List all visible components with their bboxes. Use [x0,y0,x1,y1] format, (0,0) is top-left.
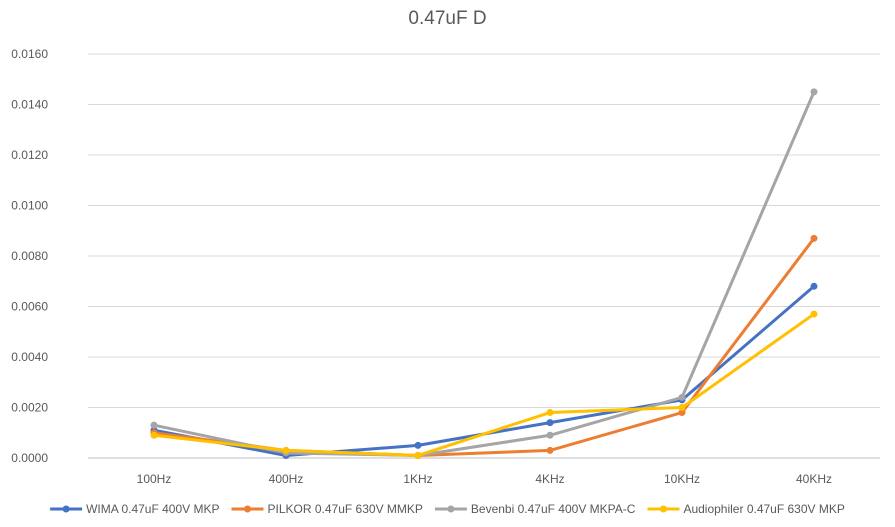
legend: WIMA 0.47uF 400V MKP PILKOR 0.47uF 630V M… [50,502,845,516]
legend-label: Audiophiler 0.47uF 630V MKP [683,502,844,516]
data-point [414,441,422,449]
data-point [678,393,686,401]
data-point [678,409,686,417]
y-tick-label: 0.0080 [11,249,48,263]
data-point [150,421,158,429]
x-tick-label: 400Hz [269,472,304,486]
legend-item: PILKOR 0.47uF 630V MMKP [231,502,423,516]
data-point [282,446,290,454]
data-point [546,419,554,427]
y-tick-label: 0.0020 [11,401,48,415]
legend-swatch-marker [447,505,455,513]
y-tick-label: 0.0060 [11,300,48,314]
y-tick-label: 0.0100 [11,199,48,213]
y-tick-label: 0.0160 [11,47,48,61]
series-4 [150,310,818,459]
legend-swatch-marker [244,505,252,513]
legend-swatch-marker [62,505,70,513]
y-tick-label: 0.0120 [11,148,48,162]
data-point [546,446,554,454]
data-point [810,310,818,318]
legend-label: Bevenbi 0.47uF 400V MKPA-C [471,502,636,516]
x-tick-label: 10KHz [664,472,700,486]
legend-item: Audiophiler 0.47uF 630V MKP [647,502,845,516]
legend-label: PILKOR 0.47uF 630V MMKP [268,502,423,516]
x-tick-label: 1KHz [403,472,432,486]
legend-item: Bevenbi 0.47uF 400V MKPA-C [434,502,636,516]
series-3 [150,88,818,459]
y-tick-label: 0.0140 [11,98,48,112]
x-axis-tick-labels: 100Hz 400Hz 1KHz 4KHz 10KHz 40KHz [137,472,832,486]
series-2 [150,234,818,459]
data-point [546,409,554,417]
data-point [150,431,158,439]
legend-swatch-marker [659,505,667,513]
gridlines [88,53,880,459]
data-point [810,282,818,290]
legend-item: WIMA 0.47uF 400V MKP [50,502,220,516]
data-point [678,404,686,411]
data-point [810,234,818,242]
y-tick-label: 0.0000 [11,451,48,465]
x-tick-label: 4KHz [535,472,564,486]
chart-title: 0.47uF D [408,8,487,29]
legend-label: WIMA 0.47uF 400V MKP [86,502,219,516]
data-point [810,88,818,96]
series-line [152,312,816,457]
data-point [414,451,422,459]
series-group [150,88,818,459]
x-tick-label: 100Hz [137,472,172,486]
series-line [152,90,816,457]
data-point [546,431,554,439]
y-tick-label: 0.0040 [11,350,48,364]
y-axis-tick-labels: 0.0000 0.0020 0.0040 0.0060 0.0080 0.0100 0.01… [11,47,48,465]
series-line [152,236,816,457]
x-tick-label: 40KHz [796,472,832,486]
